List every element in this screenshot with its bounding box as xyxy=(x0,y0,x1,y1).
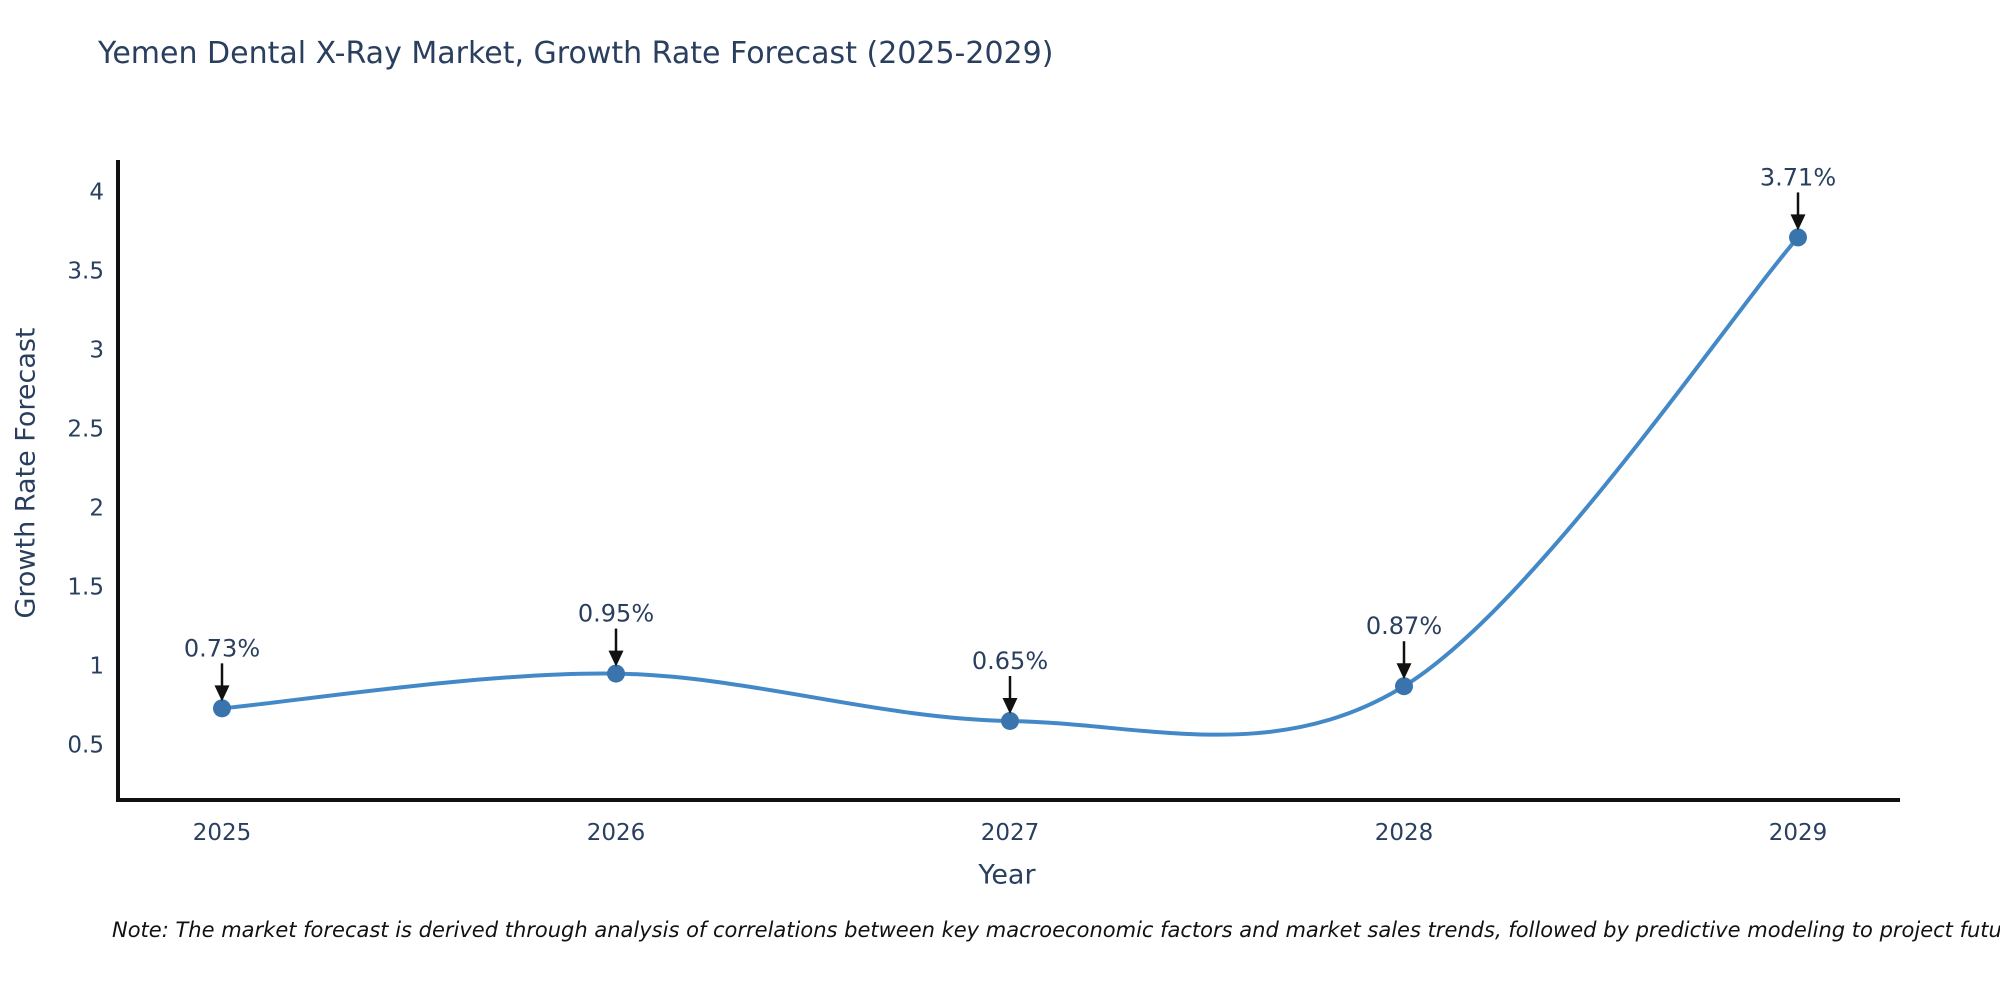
y-tick-label: 1.5 xyxy=(67,575,104,601)
y-tick-label: 1 xyxy=(89,654,104,680)
annotation-arrow-head xyxy=(214,685,230,702)
y-tick-label: 0.5 xyxy=(67,733,104,759)
annotation-label: 0.65% xyxy=(972,647,1048,675)
data-point-marker xyxy=(213,699,231,718)
y-tick-label: 3.5 xyxy=(67,259,104,285)
line-series xyxy=(220,235,1800,737)
chart-title: Yemen Dental X-Ray Market, Growth Rate F… xyxy=(98,36,1054,71)
y-tick-label: 2 xyxy=(89,496,104,522)
annotation-label: 0.95% xyxy=(578,600,654,628)
annotation-arrow-head xyxy=(608,650,624,667)
y-axis-title: Growth Rate Forecast xyxy=(10,327,42,619)
y-tick-label: 3 xyxy=(89,338,104,364)
x-axis-title: Year xyxy=(978,859,1036,891)
annotation-arrow-head xyxy=(1002,697,1018,714)
data-point-marker xyxy=(1001,711,1019,730)
annotation-label: 3.71% xyxy=(1760,163,1836,191)
y-tick-label: 4 xyxy=(89,180,104,206)
annotation-label: 0.73% xyxy=(184,634,260,662)
data-point-marker xyxy=(607,664,625,683)
x-tick-label: 2026 xyxy=(587,820,646,846)
x-tick-label: 2025 xyxy=(193,820,252,846)
annotation-arrow-head xyxy=(1396,663,1412,680)
x-tick-label: 2029 xyxy=(1769,820,1828,846)
annotation-arrow-head xyxy=(1790,214,1806,231)
x-tick-label: 2028 xyxy=(1375,820,1434,846)
y-tick-label: 2.5 xyxy=(67,417,104,443)
data-point-marker xyxy=(1789,228,1807,247)
data-point-marker xyxy=(1395,677,1413,696)
annotation-label: 0.87% xyxy=(1366,612,1442,640)
x-tick-label: 2027 xyxy=(981,820,1040,846)
footnote: Note: The market forecast is derived thr… xyxy=(112,918,2000,942)
